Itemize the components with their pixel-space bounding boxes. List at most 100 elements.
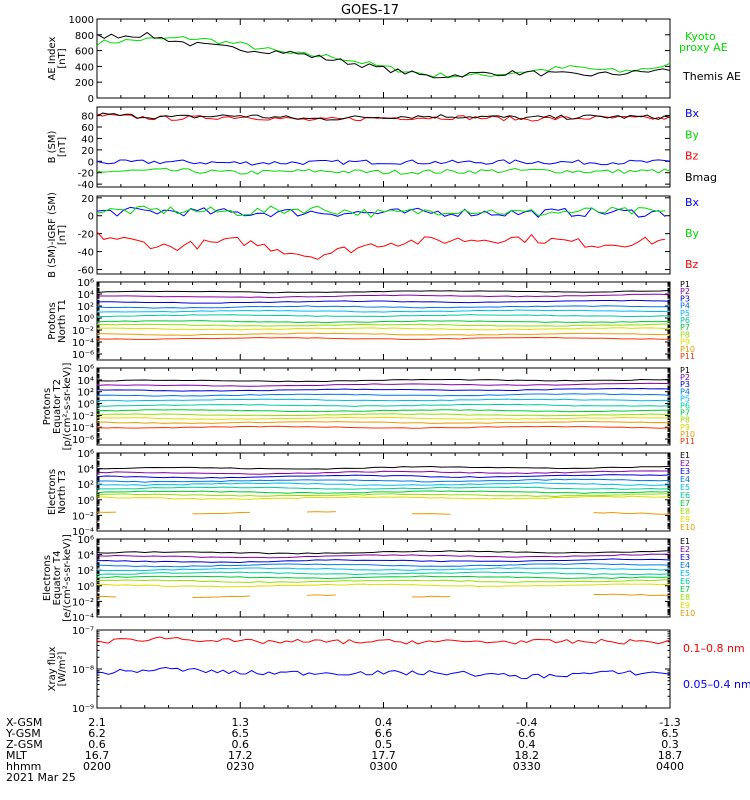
ephemeris-value: 2.1: [88, 716, 106, 729]
series-line-P7: [96, 320, 671, 324]
legend-label: By: [685, 128, 700, 141]
y-axis-label: B (SM): [47, 130, 58, 163]
y-tick-label: 10⁻²: [72, 597, 94, 608]
ephemeris-value: -1.3: [659, 716, 680, 729]
panel-frame: [96, 367, 671, 446]
series-line-P7: [96, 409, 671, 413]
series-line-P2: [96, 293, 671, 299]
series-line-Bmag: [96, 112, 671, 121]
legend-label: E10: [680, 609, 695, 618]
series-line-E5: [96, 482, 671, 486]
ephemeris-value: 0.3: [661, 738, 679, 751]
y-axis-label: Equator T4: [52, 551, 63, 606]
legend-label: P8: [680, 416, 690, 425]
series-line-E7: [96, 490, 671, 494]
legend-label: P4: [680, 302, 690, 311]
y-tick-label: 10⁻⁴: [72, 527, 94, 538]
y-axis-label: Protons: [47, 302, 58, 339]
series-line-P10: [96, 420, 671, 424]
y-tick-label: 0: [88, 212, 94, 223]
legend-label: E8: [680, 507, 690, 516]
ephemeris-value: 0230: [226, 760, 254, 773]
legend-label: P6: [680, 316, 690, 325]
legend-label: E8: [680, 593, 690, 602]
ephemeris-value: 6.6: [375, 727, 393, 740]
series-line-P9: [96, 327, 671, 331]
series-line-E7: [96, 575, 671, 579]
legend-label: P5: [680, 394, 690, 403]
y-tick-label: -20: [78, 169, 94, 180]
y-axis-label: North T1: [57, 299, 68, 343]
ephemeris-table: X-GSM 2.1 1.3 0.4 -0.4 -1.3 Y-GSM 6.2 6.5 6.6 6.6 6…: [5, 716, 684, 784]
ephemeris-value: 0330: [513, 760, 541, 773]
y-axis-label: Equator T2: [52, 379, 63, 434]
series-line-E10: [412, 513, 451, 515]
y-tick-label: 60: [81, 123, 94, 134]
series-line-P3: [96, 387, 671, 392]
legend-label: P2: [680, 287, 690, 296]
y-tick-label: 10²: [77, 480, 94, 491]
y-tick-label: 10²: [77, 302, 94, 313]
legend-label: Bx: [685, 196, 700, 209]
ephemeris-value: 18.7: [658, 749, 683, 762]
ephemeris-label: hhmm: [6, 760, 41, 773]
legend-label: E9: [680, 601, 690, 610]
legend-label: E10: [680, 523, 695, 532]
panel-bigrf: 20 0 -20 -40 -60 B (SM)-IGRF (SM) [nT] Bx By Bz: [47, 192, 700, 278]
legend-label: P2: [680, 373, 690, 382]
y-axis-label: Electrons: [42, 555, 53, 601]
legend-label: Themis AE: [682, 70, 741, 83]
series-line-E2: [96, 553, 671, 559]
series-line-Themis AE: [96, 31, 671, 79]
series-line-P4: [96, 305, 671, 309]
series-line-E4: [96, 478, 671, 483]
series-line-E8: [96, 579, 671, 583]
y-tick-label: 20: [81, 146, 94, 157]
y-tick-label: 10⁶: [77, 278, 94, 289]
ephemeris-value: 1.3: [232, 716, 250, 729]
ephemeris-label: MLT: [6, 749, 27, 762]
y-axis-label: [e/(cm²-s-sr-keV)]: [62, 534, 73, 622]
panel-et4: 10⁶ 10⁴ 10² 10⁰ 10⁻² 10⁻⁴ Electrons Equator T4[…: [42, 534, 695, 624]
ephemeris-label: Z-GSM: [6, 738, 43, 751]
series-line-P4: [96, 393, 671, 397]
legend-label: E2: [680, 459, 690, 468]
series-line-E10: [96, 595, 117, 598]
legend-label: E3: [680, 467, 690, 476]
y-axis-label: [nT]: [57, 137, 68, 157]
legend-label: By: [685, 227, 700, 240]
panel-frame: [96, 195, 671, 275]
y-axis-label: [nT]: [57, 225, 68, 245]
y-tick-label: 10²: [77, 566, 94, 577]
legend-label: 0.05–0.4 nm: [683, 678, 750, 691]
series-line-E10: [412, 595, 451, 598]
series-line-0.05–0.4 nm: [96, 666, 671, 680]
series-line-E4: [96, 563, 671, 568]
panel-ae: 1000 800 600 400 200 0 AE Index [nT] Kyotoproxy …: [47, 15, 741, 105]
series-line-E1: [96, 550, 671, 555]
legend-label: E9: [680, 515, 690, 524]
y-tick-label: -40: [78, 180, 94, 191]
ephemeris-value: 16.7: [85, 749, 110, 762]
legend-label: E6: [680, 577, 690, 586]
legend-label: P11: [680, 437, 695, 446]
y-tick-label: 10⁶: [77, 535, 94, 546]
legend-label: proxy AE: [679, 41, 728, 54]
series-line-P8: [96, 413, 671, 417]
series-line-E1: [96, 465, 671, 470]
y-axis-label: [nT]: [57, 48, 68, 68]
y-tick-label: 10⁰: [77, 496, 94, 507]
y-tick-label: 10⁻⁶: [72, 435, 94, 446]
legend-label: E5: [680, 569, 690, 578]
chart-title: GOES-17: [341, 3, 399, 18]
y-tick-label: 40: [81, 134, 94, 145]
y-axis-label: [p/(cm²-s-sr-keV)]: [62, 363, 73, 451]
y-axis-label: Electrons: [47, 469, 58, 515]
y-tick-label: 20: [81, 194, 94, 205]
ephemeris-value: 17.7: [371, 749, 396, 762]
legend-label: E6: [680, 491, 690, 500]
